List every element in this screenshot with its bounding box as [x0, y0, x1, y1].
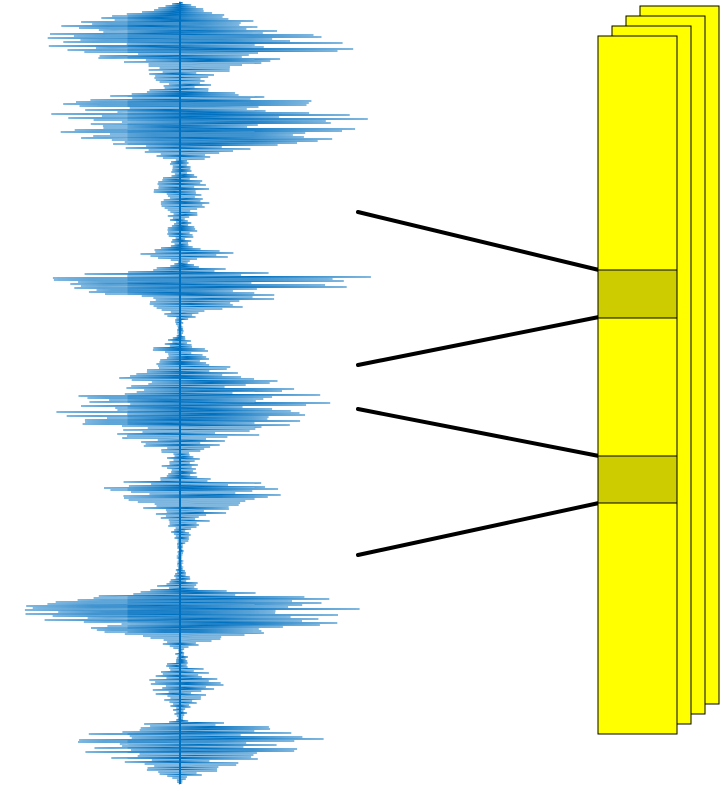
waveform-trace — [24, 1, 371, 785]
frame-sheet — [597, 35, 678, 735]
frame-stack — [597, 5, 720, 735]
connector-line — [356, 501, 601, 557]
connector-line — [356, 407, 601, 458]
connector-line — [356, 210, 601, 272]
connector-line — [356, 315, 601, 367]
audio-waveform — [24, 1, 371, 785]
frame-window-highlight — [597, 455, 678, 504]
frame-connectors — [356, 210, 601, 557]
frame-window-highlight — [597, 269, 678, 319]
